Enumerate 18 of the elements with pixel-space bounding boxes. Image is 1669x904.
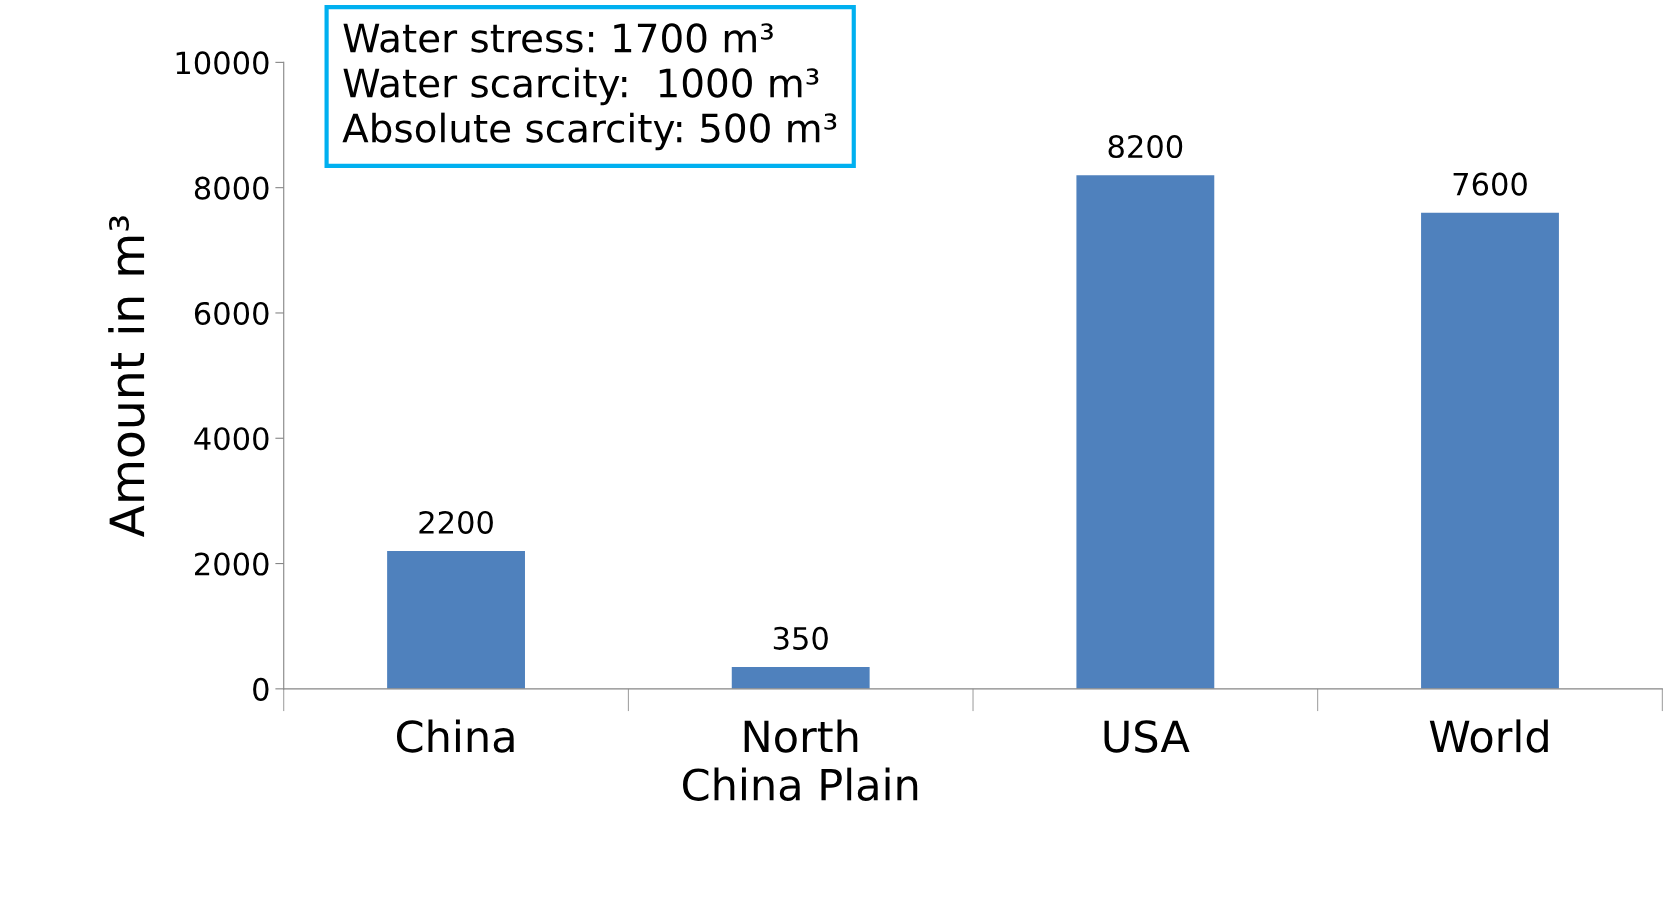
y-tick-label: 2000 <box>195 552 269 576</box>
data-label: 2200 <box>419 510 493 534</box>
y-tick-label: 4000 <box>194 427 269 451</box>
y-axis-title: Amount in m³ <box>108 216 145 538</box>
x-tick-label: USA <box>1104 720 1190 753</box>
text: Water stress: 1700 m³ <box>343 23 773 53</box>
y-tick-label: 8000 <box>194 176 269 200</box>
x-tick-label: World <box>1429 719 1548 753</box>
y-tick-label: 10000 <box>176 51 269 75</box>
x-tick-label: China <box>396 719 514 753</box>
data-label: 350 <box>773 626 828 650</box>
y-tick-label: 6000 <box>194 301 269 326</box>
annotation: Absolute scarcity: 500 m³ <box>342 112 837 151</box>
data-label: 7600 <box>1453 172 1527 196</box>
x-tick-label: North China Plain <box>683 719 918 801</box>
annotation: Water scarcity: 1000 m³ <box>343 67 819 106</box>
data-label: 8200 <box>1108 135 1183 159</box>
y-tick-label: 0 <box>253 677 269 701</box>
